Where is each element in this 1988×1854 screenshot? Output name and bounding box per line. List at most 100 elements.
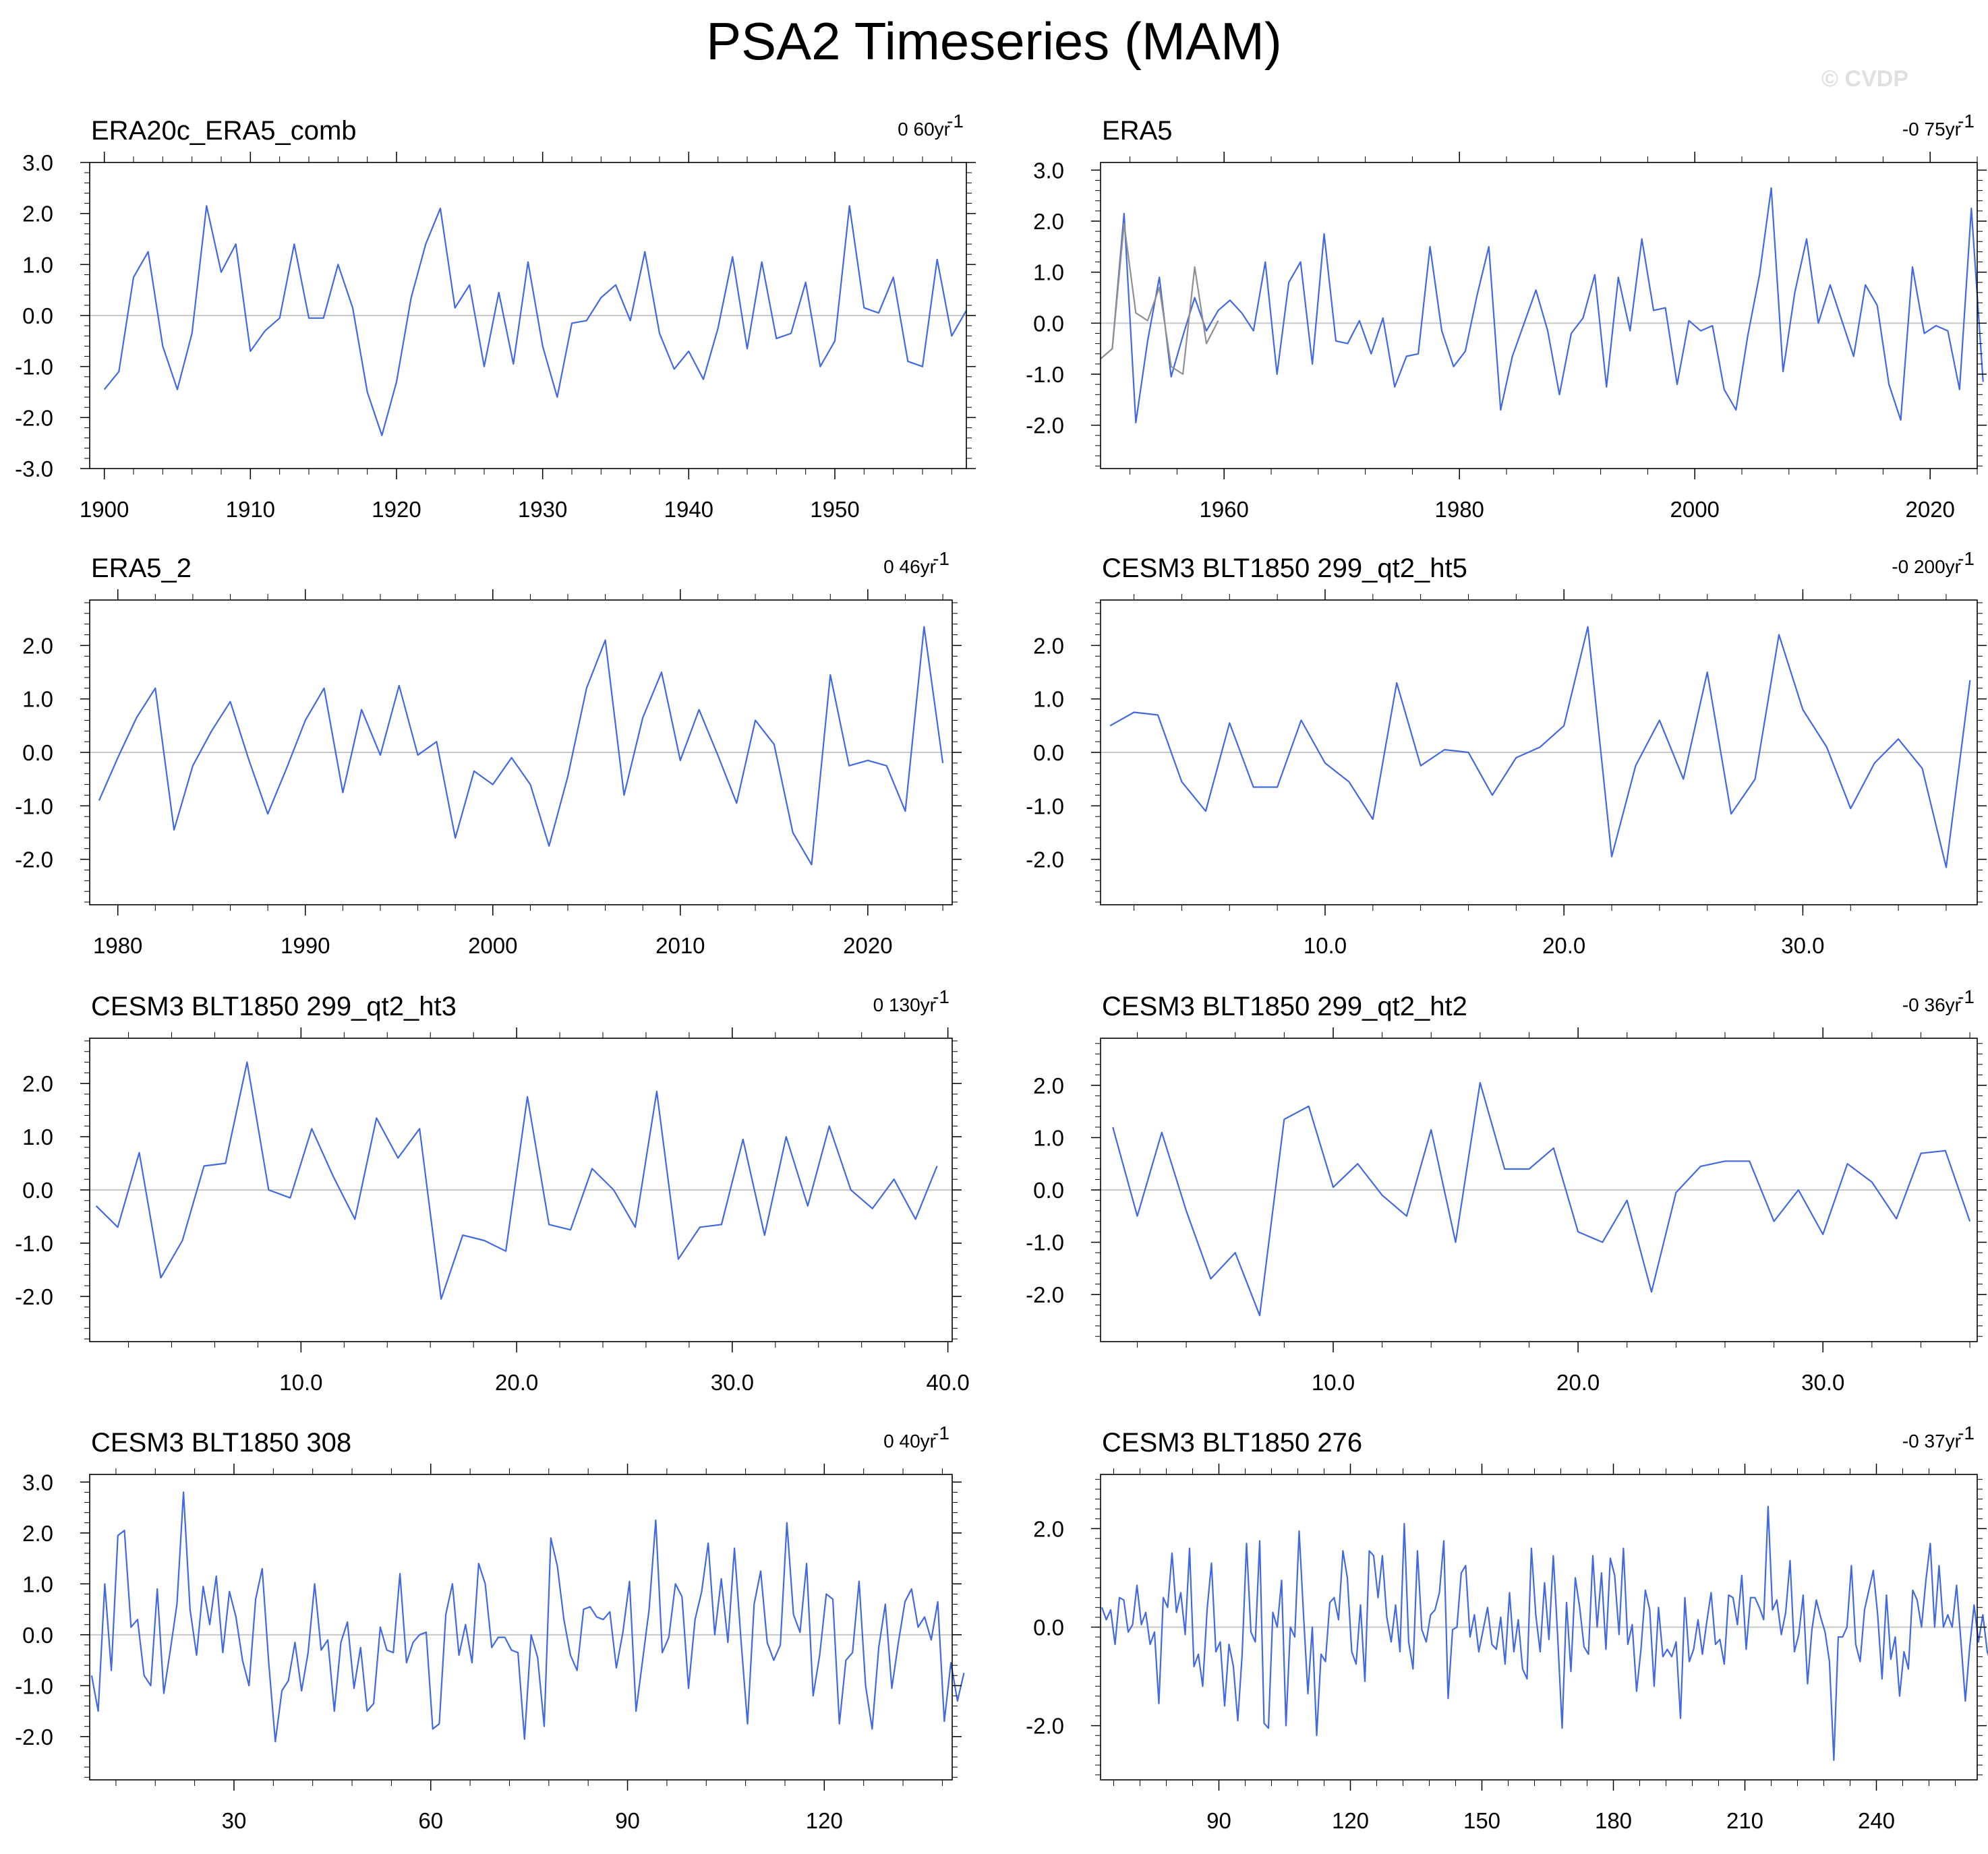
panel-5: CESM3 BLT1850 299_qt2_ht3 0 130yr-1 -2.0 -1… xyxy=(15,986,970,1395)
panel-7: CESM3 BLT1850 308 0 40yr-1 -2.0 -1.0 0.0 1.0 2… xyxy=(15,1423,965,1833)
x-tick-label: 20.0 xyxy=(495,1370,538,1395)
trend-label: 0 130yr xyxy=(873,994,936,1015)
x-tick-label: 10.0 xyxy=(279,1370,322,1395)
trend-exponent: -1 xyxy=(933,986,949,1007)
plot-frame xyxy=(1100,162,1978,469)
y-tick-label: -2.0 xyxy=(15,1284,53,1309)
trend-exponent: -1 xyxy=(933,1423,949,1443)
x-tick-label: 20.0 xyxy=(1542,933,1585,958)
watermark: © CVDP xyxy=(1821,66,1908,92)
trend-exponent: -1 xyxy=(1958,111,1975,131)
x-tick-label: 2020 xyxy=(843,933,892,958)
panel-8: CESM3 BLT1850 276 -0 37yr-1 -2.0 0.0 2.0 90 12… xyxy=(1026,1423,1988,1833)
trend-exponent: -1 xyxy=(933,548,949,569)
x-tick-label: 2010 xyxy=(655,933,705,958)
series-line xyxy=(1100,187,1984,424)
x-tick-label: 10.0 xyxy=(1304,933,1347,958)
y-tick-label: 1.0 xyxy=(22,1572,53,1596)
panel-6: CESM3 BLT1850 299_qt2_ht2 -0 36yr-1 -2.0 -1… xyxy=(1026,986,1987,1395)
trend-exponent: -1 xyxy=(1958,548,1975,569)
series-line xyxy=(98,626,944,866)
panel-2: ERA5 -0 75yr-1 -2.0 -1.0 0.0 1.0 2.0 3.0 1960 198… xyxy=(1026,111,1987,522)
y-tick-label: 0.0 xyxy=(1033,311,1064,336)
y-tick-label: 0.0 xyxy=(22,1623,53,1648)
x-tick-label: 60 xyxy=(418,1808,443,1833)
y-tick-label: -1.0 xyxy=(1026,362,1064,387)
y-tick-label: 3.0 xyxy=(22,1470,53,1495)
y-tick-label: 1.0 xyxy=(22,1125,53,1149)
panel-title: CESM3 BLT1850 299_qt2_ht5 xyxy=(1102,554,1467,583)
trend-label: -0 200yr xyxy=(1892,556,1961,577)
x-tick-label: 90 xyxy=(615,1808,640,1833)
trend-exponent: -1 xyxy=(947,111,964,131)
x-tick-label: 2000 xyxy=(1670,497,1719,522)
x-tick-label: 1980 xyxy=(1435,497,1484,522)
y-tick-label: 0.0 xyxy=(22,1178,53,1203)
series-line xyxy=(90,1491,965,1743)
x-tick-label: 210 xyxy=(1726,1808,1763,1833)
y-tick-label: 2.0 xyxy=(22,1521,53,1546)
series-line xyxy=(1109,626,1971,868)
x-tick-label: 1960 xyxy=(1200,497,1249,522)
y-tick-label: -2.0 xyxy=(15,847,53,872)
trend-label: -0 36yr xyxy=(1902,994,1961,1015)
x-tick-label: 40.0 xyxy=(926,1370,969,1395)
panel-title: ERA5_2 xyxy=(91,554,192,583)
y-tick-label: -1.0 xyxy=(15,1673,53,1698)
x-tick-label: 10.0 xyxy=(1312,1370,1355,1395)
y-tick-label: 1.0 xyxy=(1033,260,1064,285)
panel-title: ERA20c_ERA5_comb xyxy=(91,116,357,146)
page-title: PSA2 Timeseries (MAM) xyxy=(706,11,1282,71)
x-tick-label: 120 xyxy=(1332,1808,1369,1833)
y-tick-label: -1.0 xyxy=(1026,794,1064,818)
x-tick-label: 1910 xyxy=(226,497,275,522)
y-tick-label: 1.0 xyxy=(22,687,53,712)
x-tick-label: 2000 xyxy=(468,933,517,958)
y-tick-label: -2.0 xyxy=(1026,413,1064,438)
x-tick-label: 120 xyxy=(806,1808,843,1833)
plot-frame xyxy=(89,1474,953,1781)
trend-label: -0 75yr xyxy=(1902,119,1961,140)
y-tick-label: 1.0 xyxy=(22,252,53,277)
y-tick-label: 3.0 xyxy=(22,150,53,175)
panel-title: CESM3 BLT1850 299_qt2_ht2 xyxy=(1102,992,1467,1021)
y-tick-label: -2.0 xyxy=(15,1725,53,1750)
y-tick-label: -3.0 xyxy=(15,456,53,481)
y-tick-label: 2.0 xyxy=(22,633,53,658)
y-tick-label: 2.0 xyxy=(1033,1516,1064,1541)
y-tick-label: 2.0 xyxy=(22,202,53,227)
x-tick-label: 1990 xyxy=(281,933,330,958)
x-tick-label: 1900 xyxy=(80,497,129,522)
y-tick-label: -2.0 xyxy=(1026,847,1064,872)
panel-1: ERA20c_ERA5_comb 0 60yr-1 -3.0 -2.0 -1.0 0.0 1… xyxy=(15,111,976,522)
y-tick-label: 0.0 xyxy=(22,740,53,765)
panel-title: ERA5 xyxy=(1102,116,1173,146)
panel-title: CESM3 BLT1850 308 xyxy=(91,1428,351,1458)
panel-title: CESM3 BLT1850 299_qt2_ht3 xyxy=(91,992,457,1021)
y-tick-label: 3.0 xyxy=(1033,158,1064,183)
x-tick-label: 90 xyxy=(1206,1808,1231,1833)
y-tick-label: -1.0 xyxy=(15,794,53,818)
series-line xyxy=(1112,1081,1971,1317)
x-tick-label: 150 xyxy=(1463,1808,1500,1833)
y-tick-label: 0.0 xyxy=(22,303,53,328)
y-tick-label: 2.0 xyxy=(1033,1073,1064,1098)
y-tick-label: -2.0 xyxy=(15,405,53,430)
panel-3: ERA5_2 0 46yr-1 -2.0 -1.0 0.0 1.0 2.0 1980 1990 2… xyxy=(15,548,962,958)
panel-title: CESM3 BLT1850 276 xyxy=(1102,1428,1362,1458)
series-line xyxy=(103,205,967,436)
x-tick-label: 20.0 xyxy=(1556,1370,1600,1395)
overlay-series-line xyxy=(1100,222,1219,376)
x-tick-label: 240 xyxy=(1858,1808,1895,1833)
trend-label: 0 46yr xyxy=(883,556,936,577)
y-tick-label: -2.0 xyxy=(1026,1282,1064,1307)
y-tick-label: 1.0 xyxy=(1033,1125,1064,1150)
trend-label: 0 60yr xyxy=(898,119,950,140)
x-tick-label: 1920 xyxy=(372,497,421,522)
series-line xyxy=(95,1061,938,1300)
trend-exponent: -1 xyxy=(1958,1423,1975,1443)
y-tick-label: 1.0 xyxy=(1033,687,1064,712)
y-tick-label: 0.0 xyxy=(1033,1615,1064,1640)
x-tick-label: 30 xyxy=(222,1808,247,1833)
